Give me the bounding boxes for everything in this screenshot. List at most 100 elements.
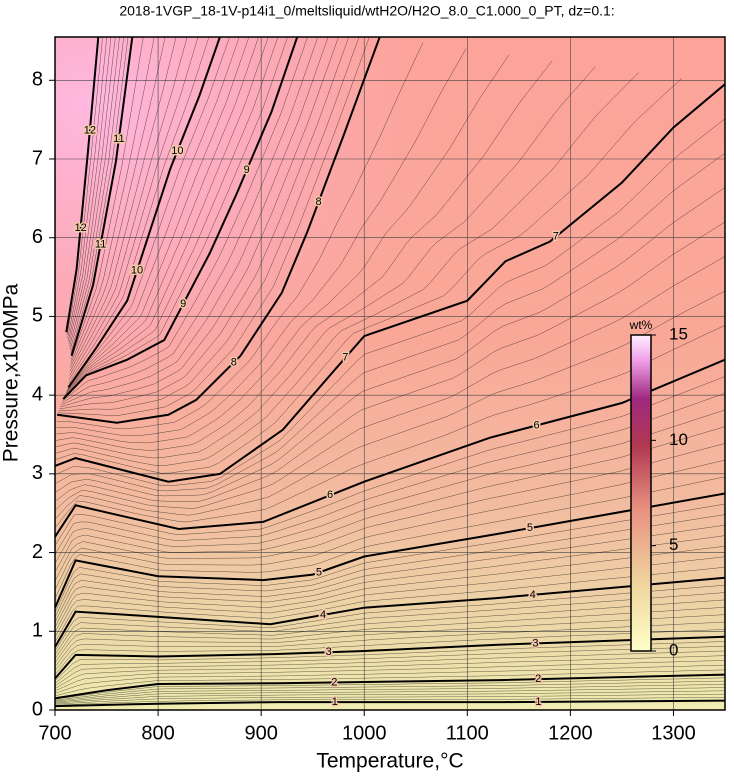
minor-contour [55,476,725,599]
minor-contour [55,621,725,671]
contour-label: 11 [95,238,106,250]
minor-contour [55,152,725,492]
minor-contour [55,426,725,573]
contour-line [55,635,725,680]
minor-contour [61,37,318,404]
contour-line [55,576,725,648]
minor-contour [55,680,725,701]
plot-frame [54,36,726,711]
minor-contour [55,693,725,705]
minor-contour [55,524,725,623]
minor-contour [55,535,725,628]
minor-contour [70,37,166,368]
contour-line [55,699,725,708]
minor-contour [55,641,725,682]
minor-contour [55,646,725,684]
contour-line [65,37,100,333]
contour-label: 2 [331,676,337,688]
contour-label: 2 [535,673,541,685]
minor-contour [55,660,725,691]
minor-contour [55,66,596,459]
minor-contour [55,599,725,659]
minor-contour [57,37,370,417]
contour-label: 9 [244,164,250,176]
minor-contour [67,37,230,389]
minor-contour [55,221,725,502]
contour-label: 7 [553,231,559,243]
y-tick-label: 3 [32,462,43,484]
minor-contour [68,37,112,342]
minor-contour [68,37,116,345]
y-axis-label: Pressure,x100MPa [0,283,23,462]
minor-contour [64,37,279,397]
minor-contour [55,187,725,497]
contour-label: 4 [530,589,536,601]
contour-line [55,358,725,538]
minor-contour [70,37,124,350]
minor-contour [55,592,725,656]
y-tick-label: 1 [32,620,43,642]
colorbar-tick-label: 5 [669,535,678,554]
contour-line [55,492,725,609]
y-tick-label: 6 [32,226,43,248]
minor-contour [66,37,250,392]
minor-contour [55,655,725,689]
minor-contour [55,556,725,638]
contour-label: 11 [113,133,124,145]
minor-contour [55,546,725,633]
minor-contour [55,409,725,564]
contour-label: 6 [534,419,540,431]
x-tick-label: 800 [141,722,174,744]
minor-contour [55,118,725,487]
x-tick-label: 1300 [651,722,696,744]
y-tick-label: 8 [32,69,43,91]
minor-contour [55,72,639,466]
minor-contour [55,687,725,703]
colorbar-tick-label: 0 [669,640,678,659]
contour-label: 12 [84,125,96,137]
contour-label: 8 [231,356,237,368]
minor-contour [60,37,339,408]
x-tick-label: 1100 [446,722,489,744]
minor-contour [65,37,269,395]
contour-label: 9 [180,298,186,310]
minor-contour [69,37,199,380]
x-tick-label: 1000 [342,722,387,744]
contour-label: 10 [131,265,143,277]
minor-contour [55,256,725,511]
minor-contour [68,37,210,384]
minor-contour [63,37,288,398]
minor-contour [55,684,725,702]
contour-line [55,83,725,483]
minor-contour [55,393,725,555]
minor-contour [55,629,725,675]
minor-contour [55,325,725,529]
contour-label: 1 [535,696,541,708]
minor-contour [55,664,725,694]
colorbar [630,334,652,652]
minor-contour [55,690,725,704]
x-tick-label: 900 [244,722,277,744]
minor-contour [56,54,510,444]
minor-contour [55,607,725,663]
minor-contour [69,37,120,347]
x-tick-label: 1200 [548,722,593,744]
minor-contour [55,697,725,706]
minor-contour [55,290,725,520]
contour-label: 4 [320,609,326,621]
minor-contour [55,514,725,618]
minor-contour [55,78,682,474]
contour-label: 5 [316,566,322,578]
contour-label: 7 [342,352,348,364]
minor-contour [69,37,177,372]
y-tick-label: 0 [32,698,43,720]
minor-contour [55,459,725,591]
contour-label: 5 [527,522,533,534]
minor-contour [70,37,144,360]
minor-contour [70,37,155,364]
minor-contour [60,37,329,406]
minor-contour [58,37,360,412]
minor-contour [56,48,467,436]
